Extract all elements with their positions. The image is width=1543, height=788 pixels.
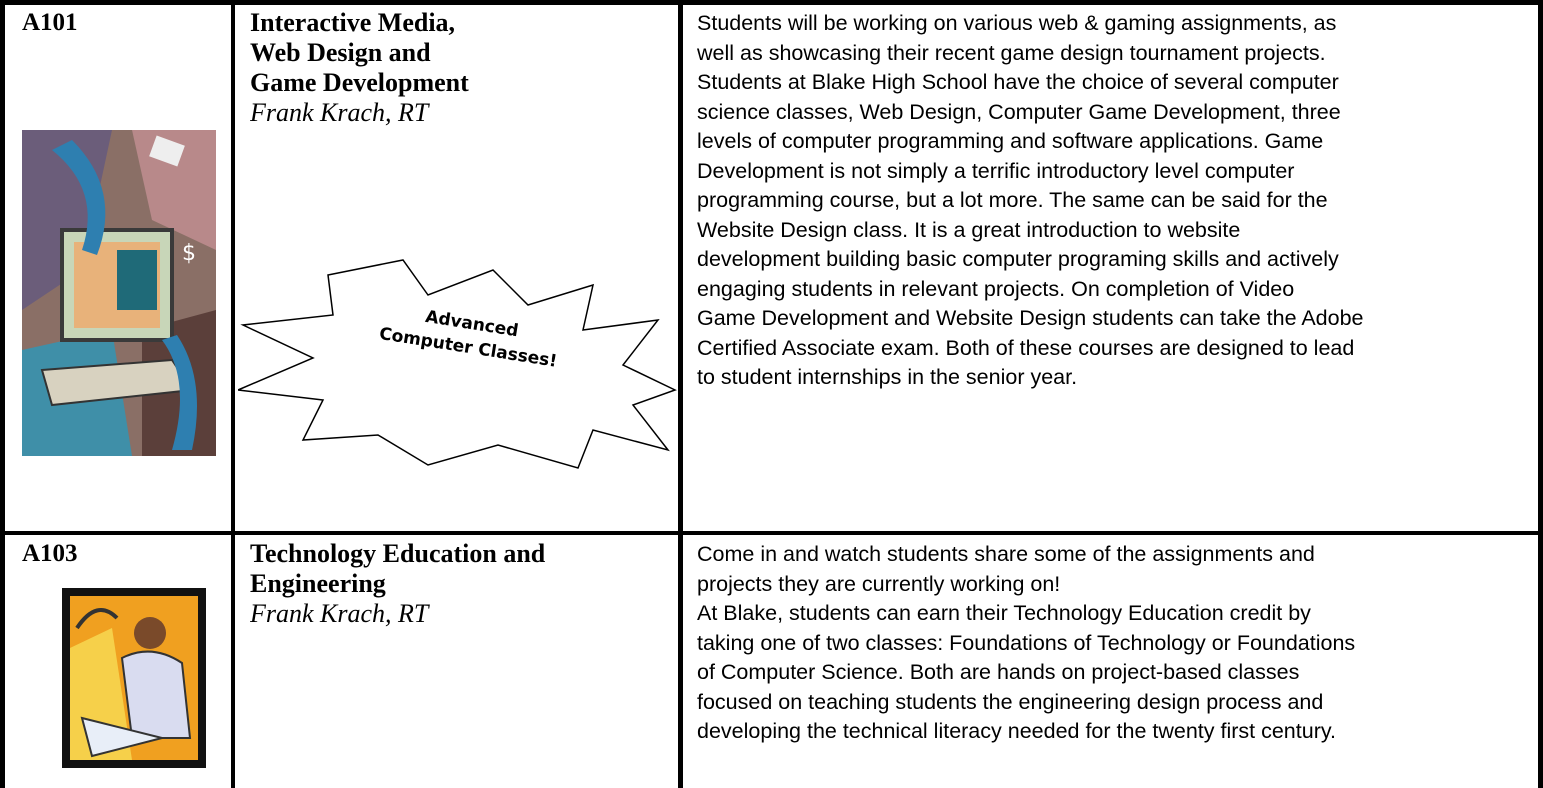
description-line: of Computer Science. Both are hands on p… — [697, 660, 1300, 684]
row-divider — [0, 531, 1543, 535]
description-line: development building basic computer prog… — [697, 247, 1339, 271]
description-line: to student internships in the senior yea… — [697, 365, 1078, 389]
description-line: Development is not simply a terrific int… — [697, 158, 1295, 183]
title-line: Interactive Media, — [250, 8, 456, 37]
description-line: engaging students in relevant projects. … — [697, 276, 1295, 301]
description-line: focused on teaching students the enginee… — [697, 689, 1324, 714]
course-title: Technology Education and Engineering Frank… — [250, 539, 675, 629]
title-line: Web Design and — [250, 38, 431, 67]
description: Students will be working on various web … — [697, 9, 1535, 393]
course-title: Interactive Media, Web Design and Game Dev… — [250, 8, 675, 128]
clipart-engineer — [62, 588, 206, 768]
description-line: well as showcasing their recent game des… — [697, 40, 1326, 65]
room-number: A103 — [22, 540, 78, 567]
instructor: Frank Krach, RT — [250, 599, 429, 628]
description: Come in and watch students share some of… — [697, 540, 1535, 747]
room-number: A101 — [22, 9, 78, 36]
description-line: Come in and watch students share some of… — [697, 542, 1315, 566]
description-line: developing the technical literacy needed… — [697, 719, 1336, 743]
description-line: programming course, but a lot more. The … — [697, 188, 1328, 212]
description-line: At Blake, students can earn their Techno… — [697, 601, 1311, 625]
column-divider — [231, 0, 235, 788]
border-right — [1538, 0, 1543, 788]
description-line: Students will be working on various web … — [697, 11, 1337, 35]
description-line: levels of computer programming and softw… — [697, 129, 1324, 153]
description-line: taking one of two classes: Foundations o… — [697, 630, 1356, 655]
description-line: Students at Blake High School have the c… — [697, 70, 1339, 94]
title-line: Game Development — [250, 68, 469, 97]
description-line: Game Development and Website Design stud… — [697, 306, 1364, 330]
description-line: science classes, Web Design, Computer Ga… — [697, 99, 1341, 124]
border-left — [0, 0, 5, 788]
instructor: Frank Krach, RT — [250, 98, 429, 127]
title-line: Technology Education and — [250, 539, 546, 568]
description-line: projects they are currently working on! — [697, 571, 1061, 596]
description-line: Website Design class. It is a great intr… — [697, 217, 1241, 242]
clipart-computer: $ — [22, 130, 216, 456]
svg-text:$: $ — [182, 241, 196, 266]
border-top — [0, 0, 1543, 5]
column-divider — [678, 0, 683, 788]
starburst — [238, 259, 677, 469]
description-line: Certified Associate exam. Both of these … — [697, 335, 1355, 360]
title-line: Engineering — [250, 569, 386, 598]
